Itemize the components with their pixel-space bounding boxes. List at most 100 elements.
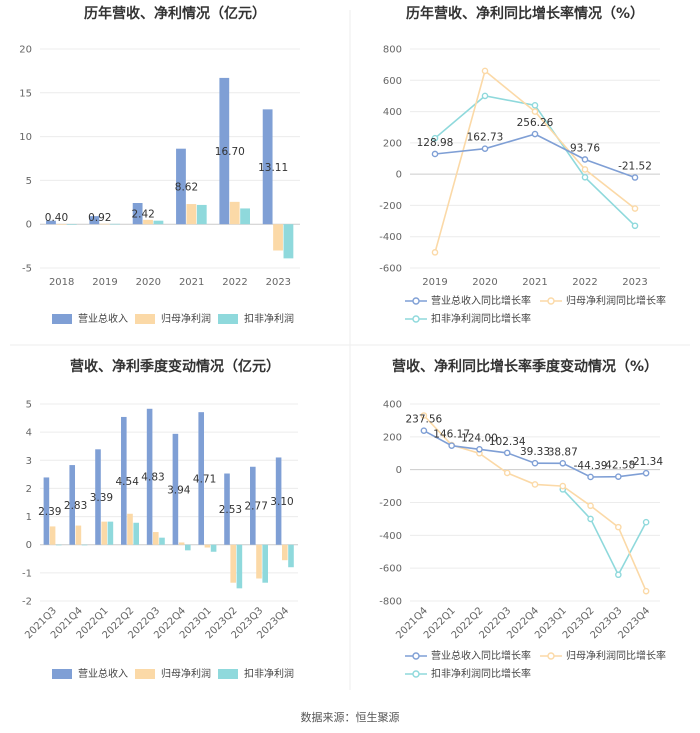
bar-3	[210, 544, 217, 552]
bar-3	[66, 224, 77, 225]
y-tick-label: -200	[379, 498, 402, 509]
legend-marker	[412, 297, 420, 305]
bar-value-label: 16.70	[215, 146, 245, 158]
chart-c3: 营收、净利季度变动情况（亿元）-2-10123452021Q32021Q4202…	[22, 358, 298, 680]
series-point-1	[420, 427, 428, 434]
bar-value-label: 4.54	[116, 476, 140, 488]
y-tick-label: -2	[22, 597, 32, 608]
legend-marker	[412, 670, 420, 678]
series-point-3	[581, 173, 589, 181]
bar-2	[49, 526, 56, 545]
bar-3	[107, 521, 114, 545]
x-tick-label: 2020	[136, 277, 161, 288]
series-point-3	[431, 134, 439, 142]
y-tick-label: 3	[26, 456, 32, 467]
x-tick-label: 2018	[49, 277, 74, 288]
y-tick-label: 600	[383, 76, 402, 87]
chart-title: 营收、净利季度变动情况（亿元）	[70, 358, 280, 375]
bar-value-label: 0.92	[88, 212, 111, 224]
bar-3	[236, 544, 243, 589]
series-point-3	[642, 518, 650, 526]
bar-value-label: 3.94	[167, 484, 191, 496]
y-tick-label: -800	[379, 597, 402, 608]
line-value-label: 162.73	[467, 132, 504, 144]
y-tick-label: 0	[26, 540, 32, 551]
legend-swatch	[218, 314, 238, 324]
y-tick-label: 200	[383, 432, 402, 443]
bar-value-label: 2.53	[219, 504, 242, 516]
y-tick-label: 800	[383, 45, 402, 56]
series-point-1	[559, 459, 567, 467]
legend-swatch	[135, 669, 155, 679]
chart-c4: 营收、净利同比增长率季度变动情况（%） -800 -600 -400 -200 0 200 4…	[379, 358, 666, 680]
series-point-2	[503, 469, 511, 477]
line-value-label: 146.17	[433, 429, 470, 441]
series-point-1	[631, 174, 639, 181]
line-value-label: -42.58	[601, 460, 635, 472]
y-tick-label: 200	[383, 138, 402, 149]
legend-swatch	[52, 314, 72, 324]
series-point-2	[431, 249, 439, 256]
y-tick-label: -5	[22, 264, 32, 275]
chart-c1: 历年营收、净利情况（亿元） -5 0 5 10 15 20 2018 2019 2020 2021 2…	[19, 5, 300, 325]
series-point-3	[615, 571, 622, 579]
bar-2	[229, 201, 240, 225]
bar-3	[153, 220, 164, 225]
y-tick-label: 20	[19, 45, 32, 56]
series-point-2	[531, 108, 539, 115]
bar-value-label: 13.11	[258, 162, 288, 174]
y-tick-label: 0	[396, 465, 402, 476]
bar-value-label: 0.40	[45, 212, 68, 224]
series-point-2	[581, 166, 589, 173]
bar-3	[288, 544, 294, 568]
y-tick-label: 15	[19, 88, 32, 99]
bar-3	[184, 544, 191, 551]
bar-3	[159, 537, 165, 545]
x-tick-label: 2021	[179, 277, 204, 288]
series-point-2	[631, 205, 639, 212]
series-point-1	[476, 446, 483, 453]
bar-2	[75, 525, 82, 545]
line-value-label: -44.39	[574, 460, 608, 472]
bar-1	[172, 433, 179, 545]
x-tick-label: 2022	[572, 277, 597, 288]
bar-1	[69, 465, 76, 545]
legend-label: 营业总收入同比增长率	[431, 294, 531, 307]
bar-value-label: 3.10	[270, 496, 293, 508]
bar-1	[132, 203, 143, 225]
bar-value-label: 2.83	[64, 500, 87, 512]
y-tick-label: 4	[26, 428, 32, 439]
series-point-2	[615, 523, 622, 531]
line-value-label: 237.56	[406, 414, 443, 426]
series-point-1	[587, 473, 594, 481]
series-point-1	[581, 156, 589, 163]
series-point-1	[481, 145, 489, 152]
chart-title: 营收、净利同比增长率季度变动情况（%）	[392, 358, 658, 375]
line-value-label: 128.98	[417, 137, 454, 149]
bar-3	[196, 204, 207, 225]
y-tick-label: 5	[26, 400, 32, 411]
x-tick-label: 2022	[222, 277, 247, 288]
series-point-2	[420, 412, 428, 419]
legend-label: 归母净利润同比增长率	[566, 294, 666, 307]
x-tick-label: 2023	[622, 277, 647, 288]
chart-c2: 历年营收、净利同比增长率情况（%） -600 -400 -200 0 200 400 600 8…	[379, 5, 666, 325]
bar-1	[250, 466, 256, 545]
bar-1	[89, 216, 100, 225]
series-point-3	[531, 102, 539, 109]
bar-1	[176, 148, 186, 225]
bar-1	[224, 473, 230, 545]
series-point-1	[642, 469, 650, 477]
bar-2	[204, 544, 211, 548]
legend-marker	[547, 652, 555, 660]
y-tick-label: 0	[26, 220, 32, 231]
series-line-3	[562, 488, 647, 577]
line-value-label: 102.34	[489, 436, 526, 448]
bar-2	[153, 532, 159, 545]
bar-2	[230, 544, 236, 583]
x-tick-label: 2021	[522, 277, 547, 288]
series-point-2	[531, 481, 539, 488]
y-tick-label: 2	[26, 484, 32, 495]
y-tick-label: -400	[379, 232, 402, 243]
